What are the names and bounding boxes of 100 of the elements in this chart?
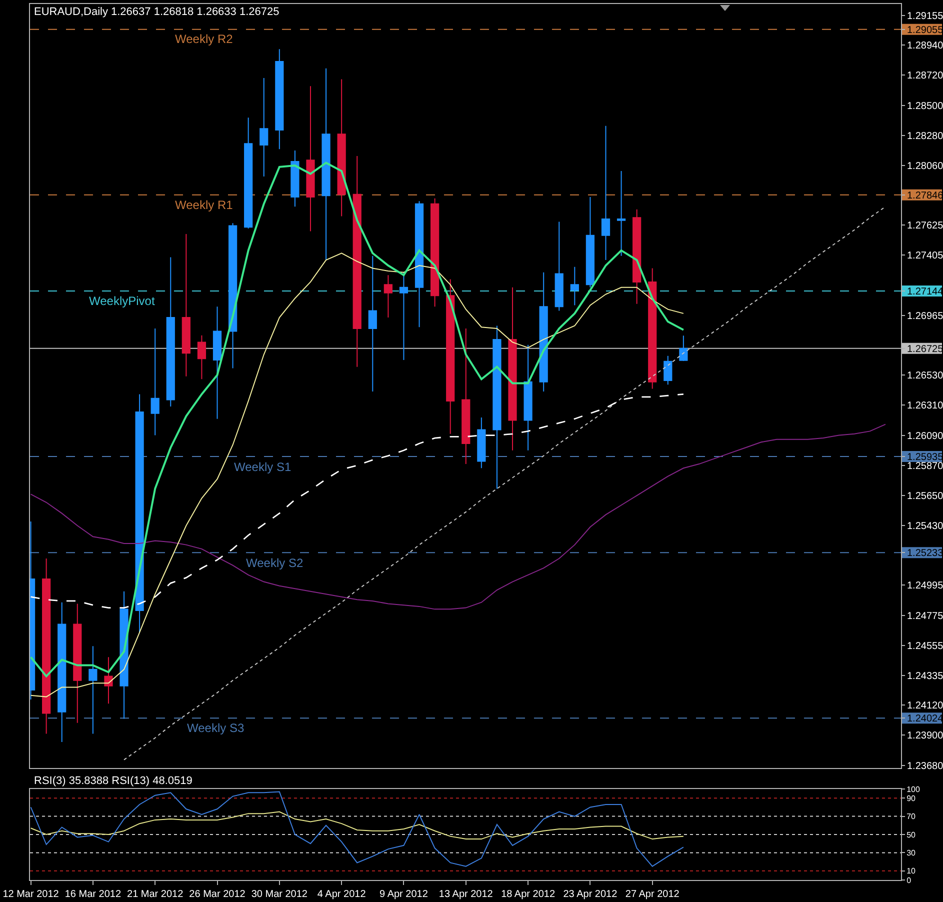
y-tick-label: 1.28940: [907, 40, 943, 52]
y-tick-label: 1.25870: [907, 460, 943, 472]
chart-title: EURAUD,Daily 1.26637 1.26818 1.26633 1.26725: [34, 6, 280, 18]
candlestick: [150, 328, 160, 436]
candlestick: [73, 603, 82, 724]
candlestick: [570, 266, 579, 306]
y-tick-label: 1.24995: [907, 580, 943, 592]
y-tick-label: 1.28280: [907, 130, 943, 142]
y-tick-label: 1.28500: [907, 100, 943, 112]
candlestick: [399, 272, 408, 360]
y-tick-label: 1.26310: [907, 400, 943, 412]
x-tick-label: 30 Mar 2012: [251, 889, 308, 900]
candlestick: [197, 334, 206, 380]
y-tick-label: 1.27144: [907, 286, 943, 298]
x-tick-label: 12 Mar 2012: [2, 889, 60, 900]
x-tick-label: 18 Apr 2012: [501, 889, 556, 900]
candlestick: [586, 196, 595, 288]
candlestick: [462, 328, 470, 465]
candlestick: [632, 208, 642, 304]
y-tick-label: 1.25430: [907, 521, 943, 532]
y-tick-label: 50: [906, 830, 916, 840]
candlestick: [368, 255, 377, 392]
line-series: [30, 162, 684, 678]
y-tick-label: 1.28720: [907, 70, 943, 82]
line-series: [30, 811, 684, 840]
y-tick-label: 1.23680: [907, 760, 943, 772]
y-tick-label: 70: [906, 812, 916, 822]
candlestick: [430, 198, 440, 308]
candlestick: [664, 355, 672, 386]
y-tick-label: 1.24555: [907, 640, 943, 652]
candlestick: [166, 256, 175, 408]
candlestick: [539, 272, 548, 392]
candlestick: [104, 656, 113, 704]
y-tick-label: 1.26090: [907, 430, 943, 442]
x-tick-label: 9 Apr 2012: [380, 889, 428, 900]
y-tick-label: 1.27846: [907, 190, 943, 202]
candlestick: [601, 125, 610, 261]
candlestick: [306, 86, 315, 232]
y-tick-label: 1.27405: [907, 250, 943, 262]
y-tick-label: 1.28060: [907, 161, 943, 172]
ref-line-label: Weekly S1: [234, 460, 292, 474]
y-tick-label: 1.25935: [907, 452, 943, 464]
candlestick: [414, 200, 424, 328]
candlestick: [58, 602, 66, 742]
candlestick: [244, 117, 253, 230]
y-tick-label: 90: [906, 794, 916, 803]
y-tick-label: 1.23900: [907, 730, 943, 742]
line-series: [30, 394, 684, 609]
candlestick: [42, 558, 51, 734]
y-tick-label: 0: [906, 876, 912, 885]
ref-line-label: Weekly S3: [187, 721, 244, 735]
candlestick: [260, 77, 268, 178]
candlestick: [477, 416, 486, 469]
candlestick: [492, 325, 502, 490]
y-tick-label: 1.29155: [907, 11, 943, 22]
y-tick-label: 1.24335: [907, 671, 943, 682]
candlestick: [182, 234, 190, 377]
y-tick-label: 10: [906, 866, 916, 876]
candlestick: [228, 222, 238, 369]
y-tick-label: 1.25650: [907, 491, 943, 502]
candlestick: [384, 274, 392, 318]
x-tick-label: 16 Mar 2012: [64, 889, 122, 900]
x-tick-label: 4 Apr 2012: [317, 889, 366, 900]
y-tick-label: 30: [906, 848, 916, 858]
candlestick: [524, 344, 532, 451]
y-tick-label: 1.26965: [907, 310, 943, 322]
y-tick-label: 1.26530: [907, 370, 943, 382]
candlestick: [352, 155, 362, 368]
candlestick: [508, 286, 517, 451]
y-tick-label: 1.24775: [907, 610, 943, 622]
x-tick-label: 21 Mar 2012: [127, 889, 184, 900]
chart-title: RSI(3) 35.8388 RSI(13) 48.0519: [34, 774, 192, 787]
y-tick-label: 1.29055: [907, 24, 943, 36]
y-tick-label: 1.24120: [907, 700, 943, 712]
ref-line-label: Weekly S2: [246, 556, 304, 570]
candlestick: [135, 394, 144, 633]
candlestick: [446, 278, 455, 434]
y-tick-label: 1.26725: [907, 344, 943, 355]
line-series: [30, 252, 684, 698]
candlestick: [212, 306, 222, 420]
candlestick: [290, 150, 300, 208]
line-series: [30, 791, 684, 867]
ref-line-label: Weekly R1: [175, 198, 234, 212]
y-tick-label: 1.27625: [907, 220, 943, 232]
candlestick: [648, 268, 657, 390]
x-tick-label: 23 Apr 2012: [563, 889, 618, 900]
candlestick: [616, 170, 626, 256]
x-tick-label: 27 Apr 2012: [625, 889, 680, 900]
candlestick: [275, 48, 284, 150]
ref-line-label: WeeklyPivot: [89, 294, 156, 308]
candlestick: [679, 335, 688, 362]
candlestick: [337, 78, 346, 217]
x-tick-label: 13 Apr 2012: [438, 889, 494, 900]
candlestick: [88, 646, 98, 734]
x-tick-label: 26 Mar 2012: [189, 889, 246, 900]
candlestick: [554, 221, 564, 312]
y-tick-label: 1.25233: [907, 548, 943, 560]
y-tick-label: 1.24024: [907, 714, 943, 725]
ref-line-label: Weekly R2: [175, 32, 234, 46]
line-series: [30, 424, 886, 610]
